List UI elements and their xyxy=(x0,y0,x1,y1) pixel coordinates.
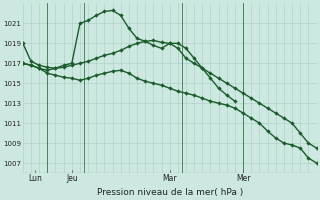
X-axis label: Pression niveau de la mer( hPa ): Pression niveau de la mer( hPa ) xyxy=(97,188,243,197)
